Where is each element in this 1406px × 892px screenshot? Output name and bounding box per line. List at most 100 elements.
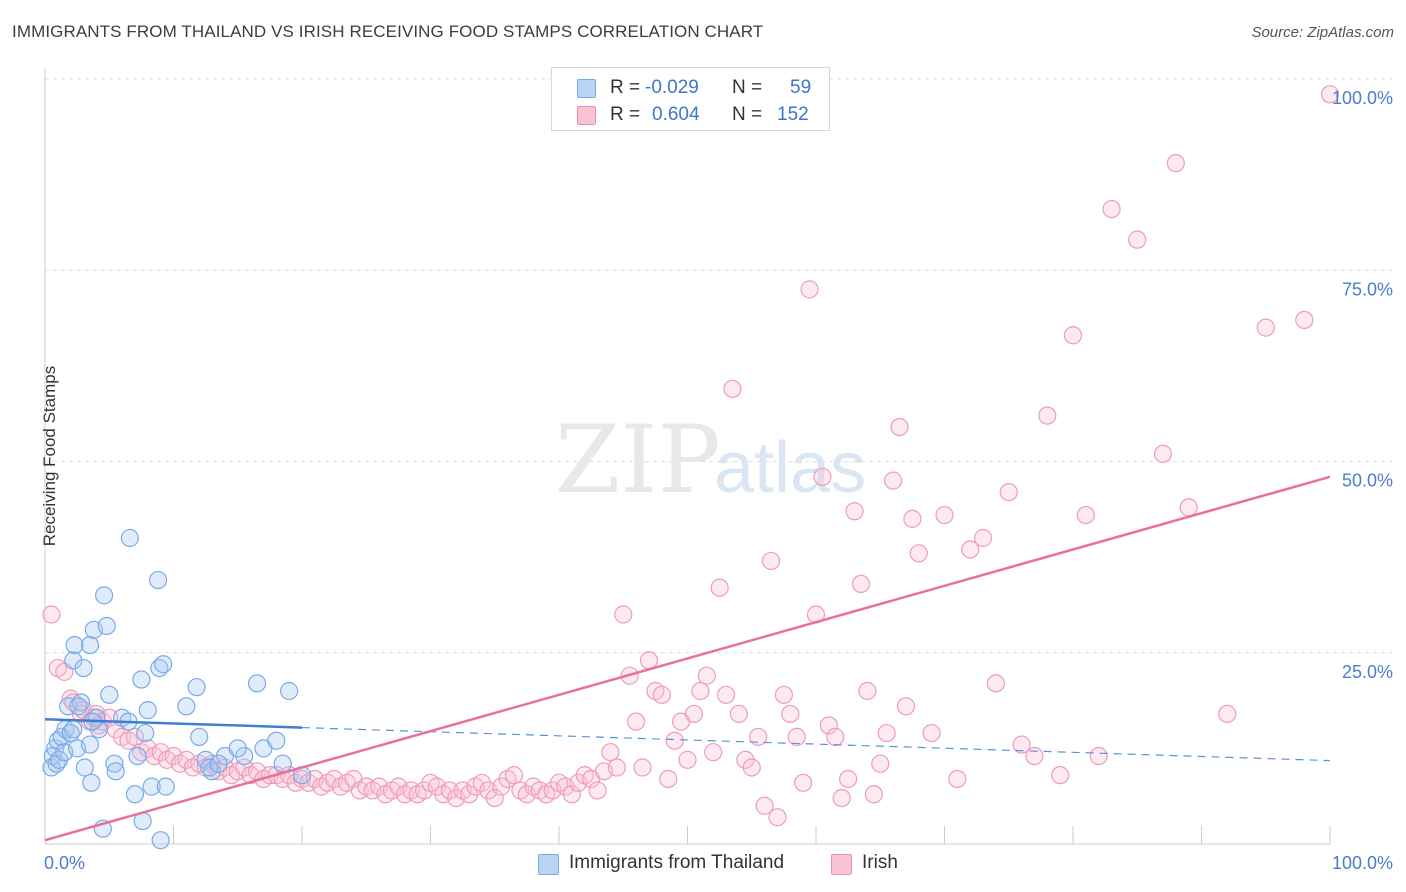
point-irish <box>601 743 620 762</box>
point-irish <box>1025 746 1044 766</box>
point-irish <box>729 704 749 724</box>
point-irish <box>1295 310 1314 330</box>
point-irish <box>973 528 993 548</box>
trend-layer <box>44 475 1331 842</box>
point-irish <box>1063 326 1083 345</box>
point-thailand <box>75 758 94 777</box>
point-thailand <box>280 681 299 701</box>
point-thailand <box>97 616 116 636</box>
legend-n-value-thailand: 59 <box>790 77 812 98</box>
point-thailand <box>154 655 173 674</box>
trendline-thailand-dashed <box>301 726 1331 762</box>
point-irish <box>504 766 524 785</box>
point-irish <box>774 685 793 704</box>
point-irish <box>935 505 954 525</box>
point-irish <box>678 750 697 769</box>
point-thailand <box>177 697 196 716</box>
point-irish <box>125 727 145 747</box>
legend-n-label: N = <box>732 77 763 98</box>
point-irish <box>485 788 504 808</box>
chart-title: IMMIGRANTS FROM THAILAND VS IRISH RECEIV… <box>12 22 764 41</box>
point-irish <box>659 769 678 789</box>
point-irish <box>1320 85 1340 104</box>
trendline-irish <box>44 475 1331 842</box>
point-irish <box>826 727 845 747</box>
point-thailand <box>106 762 125 781</box>
point-irish <box>716 685 736 704</box>
legend-swatch-irish <box>577 106 596 125</box>
point-thailand <box>136 723 155 743</box>
y-tick-label: 100.0% <box>1332 88 1393 108</box>
point-thailand <box>247 674 267 693</box>
point-thailand <box>156 777 175 796</box>
y-axis-label: Receiving Food Stamps <box>40 365 59 547</box>
point-thailand <box>64 720 83 739</box>
point-irish <box>697 666 716 685</box>
point-irish <box>896 697 916 716</box>
point-thailand <box>128 746 147 766</box>
y-tick-label: 75.0% <box>1342 279 1393 299</box>
point-thailand <box>151 831 170 850</box>
point-irish <box>1218 704 1237 724</box>
point-irish <box>704 743 723 762</box>
point-irish <box>1179 498 1198 517</box>
point-irish <box>1089 746 1108 766</box>
point-irish <box>684 704 704 724</box>
point-irish <box>858 681 877 701</box>
point-irish <box>871 754 890 773</box>
point-irish <box>42 605 61 624</box>
point-thailand <box>138 701 157 720</box>
point-thailand <box>100 685 119 704</box>
point-irish <box>1256 318 1275 337</box>
point-thailand <box>74 658 93 678</box>
point-irish <box>864 785 883 804</box>
point-irish <box>986 674 1006 693</box>
watermark-zip: ZIP <box>555 406 721 515</box>
source-label: Source: ZipAtlas.com <box>1251 24 1394 41</box>
point-irish <box>819 716 838 735</box>
point-thailand <box>65 635 84 655</box>
point-irish <box>665 731 684 750</box>
point-irish <box>883 471 903 490</box>
axis-labels: 25.0% 50.0% 75.0% 100.0% 0.0% 100.0% <box>44 88 1393 873</box>
bottom-legend-swatch-thailand <box>538 854 559 875</box>
point-irish <box>877 723 896 743</box>
point-thailand <box>267 731 286 750</box>
point-thailand <box>80 635 100 655</box>
point-irish <box>832 788 851 808</box>
point-irish <box>781 704 800 724</box>
point-irish <box>761 551 781 571</box>
legend-r-value-thailand: -0.029 <box>645 77 699 98</box>
point-irish <box>1051 766 1070 785</box>
point-thailand <box>187 678 206 697</box>
watermark-atlas: atlas <box>714 428 866 508</box>
point-irish <box>961 540 980 559</box>
y-tick-label: 25.0% <box>1342 662 1393 682</box>
legend-swatch-thailand <box>577 79 596 98</box>
point-thailand <box>95 586 114 605</box>
point-thailand <box>64 651 83 670</box>
point-thailand <box>273 754 292 773</box>
bottom-legend-label-thailand: Immigrants from Thailand <box>569 852 785 873</box>
point-thailand <box>132 670 151 689</box>
point-thailand <box>120 528 139 548</box>
point-irish <box>652 685 671 704</box>
point-irish <box>948 769 967 789</box>
legend-n-label: N = <box>732 104 763 125</box>
point-irish <box>742 758 761 777</box>
point-irish <box>890 417 909 437</box>
legend-r-label: R = <box>610 104 641 125</box>
x-tick-label: 0.0% <box>44 853 85 873</box>
point-irish <box>755 796 774 815</box>
point-thailand <box>200 758 219 777</box>
point-irish <box>1128 230 1147 249</box>
point-thailand <box>190 727 209 747</box>
point-irish <box>999 483 1018 502</box>
point-thailand <box>105 754 124 773</box>
point-irish <box>909 544 928 563</box>
point-irish <box>800 280 819 299</box>
correlation-legend: R = -0.029 N = 59 R = 0.604 N = 152 <box>551 67 830 131</box>
point-irish <box>710 578 729 597</box>
point-irish <box>922 723 941 743</box>
